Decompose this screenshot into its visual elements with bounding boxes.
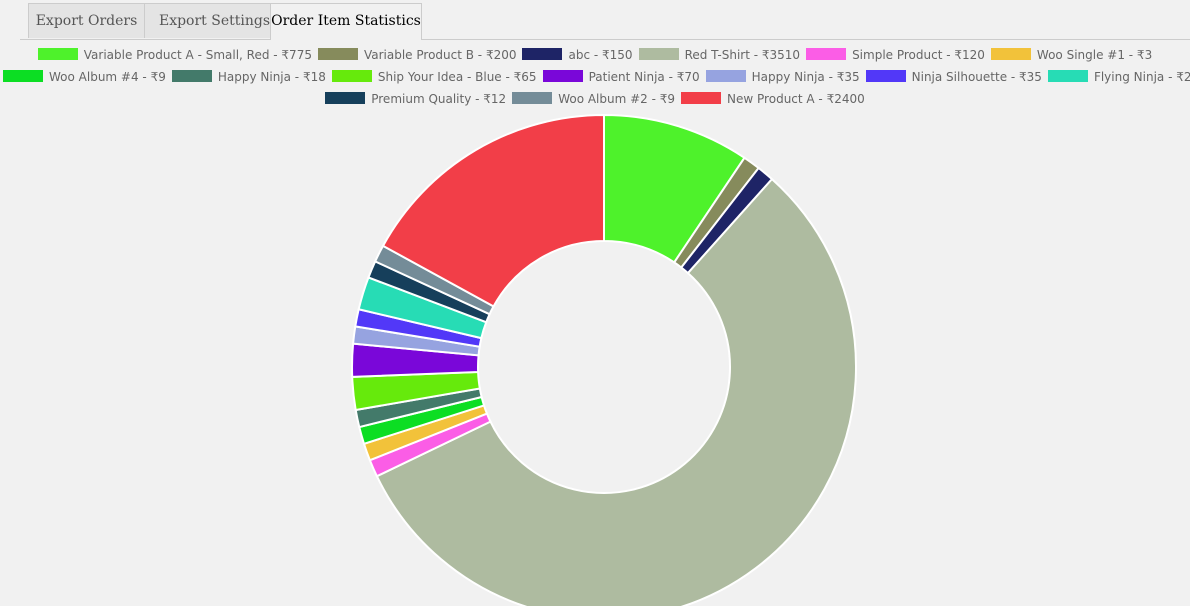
legend-label: Woo Album #2 - ₹9 (558, 92, 676, 106)
legend-label: Ship Your Idea - Blue - ₹65 (377, 70, 537, 84)
legend-row: Variable Product A - Small, Red - ₹775 Va… (0, 44, 1190, 66)
legend-swatch (3, 70, 43, 82)
legend-item[interactable]: New Product A - ₹2400 (681, 88, 865, 110)
legend-item[interactable]: abc - ₹150 (522, 44, 633, 66)
legend-swatch (171, 70, 212, 82)
legend-row: Premium Quality - ₹12 Woo Album #2 - ₹9 Ne… (0, 88, 1190, 110)
chart-slice[interactable] (375, 177, 857, 606)
legend-swatch (325, 92, 366, 104)
legend-swatch (37, 48, 78, 60)
legend-label: abc - ₹150 (568, 48, 633, 62)
legend-item[interactable]: Woo Album #4 - ₹9 (3, 66, 166, 88)
legend-item[interactable]: Happy Ninja - ₹35 (705, 66, 860, 88)
legend-label: Woo Album #4 - ₹9 (49, 70, 166, 84)
legend-label: Happy Ninja - ₹35 (751, 70, 860, 84)
legend-item[interactable]: Simple Product - ₹120 (806, 44, 985, 66)
legend-swatch (542, 70, 583, 82)
legend-label: Variable Product A - Small, Red - ₹775 (83, 48, 312, 62)
tab-export-settings[interactable]: Export Settings (144, 3, 285, 38)
legend-item[interactable]: Ship Your Idea - Blue - ₹65 (331, 66, 537, 88)
chart-slice[interactable] (381, 113, 605, 308)
legend-label: Variable Product B - ₹200 (363, 48, 517, 62)
legend-swatch (512, 92, 553, 104)
tab-bar: Export Orders Export Settings Order Item… (20, 0, 1190, 40)
legend-swatch (681, 92, 722, 104)
legend-swatch (806, 48, 847, 60)
legend-item[interactable]: Ninja Silhouette - ₹35 (865, 66, 1042, 88)
legend-label: Red T-Shirt - ₹3510 (684, 48, 801, 62)
legend-item[interactable]: Variable Product A - Small, Red - ₹775 (37, 44, 312, 66)
legend-item[interactable]: Woo Single #1 - ₹3 (990, 44, 1153, 66)
legend-item[interactable]: Premium Quality - ₹12 (325, 88, 506, 110)
legend-label: Woo Single #1 - ₹3 (1036, 48, 1153, 62)
legend-item[interactable]: Patient Ninja - ₹70 (542, 66, 700, 88)
legend-label: Patient Ninja - ₹70 (588, 70, 700, 84)
legend-label: Flying Ninja - ₹24 (1093, 70, 1190, 84)
legend-label: Premium Quality - ₹12 (371, 92, 507, 106)
legend-label: Simple Product - ₹120 (852, 48, 985, 62)
legend-item[interactable]: Flying Ninja - ₹24 (1047, 66, 1190, 88)
legend-label: Ninja Silhouette - ₹35 (911, 70, 1042, 84)
legend-swatch (638, 48, 679, 60)
legend-swatch (317, 48, 358, 60)
legend-item[interactable]: Variable Product B - ₹200 (317, 44, 517, 66)
legend-label: New Product A - ₹2400 (727, 92, 865, 106)
tab-export-orders[interactable]: Export Orders (28, 3, 145, 38)
legend-label: Happy Ninja - ₹18 (217, 70, 326, 84)
legend-item[interactable]: Woo Album #2 - ₹9 (512, 88, 675, 110)
chart-legend: Variable Product A - Small, Red - ₹775 Va… (0, 44, 1190, 110)
tab-order-item-statistics[interactable]: Order Item Statistics (270, 3, 422, 40)
legend-item[interactable]: Red T-Shirt - ₹3510 (638, 44, 801, 66)
legend-swatch (865, 70, 906, 82)
legend-swatch (990, 48, 1031, 60)
legend-swatch (522, 48, 563, 60)
legend-swatch (331, 70, 372, 82)
legend-item[interactable]: Happy Ninja - ₹18 (171, 66, 326, 88)
legend-swatch (705, 70, 746, 82)
legend-row: Woo Album #4 - ₹9 Happy Ninja - ₹18 Ship Y… (0, 66, 1190, 88)
legend-swatch (1047, 70, 1088, 82)
